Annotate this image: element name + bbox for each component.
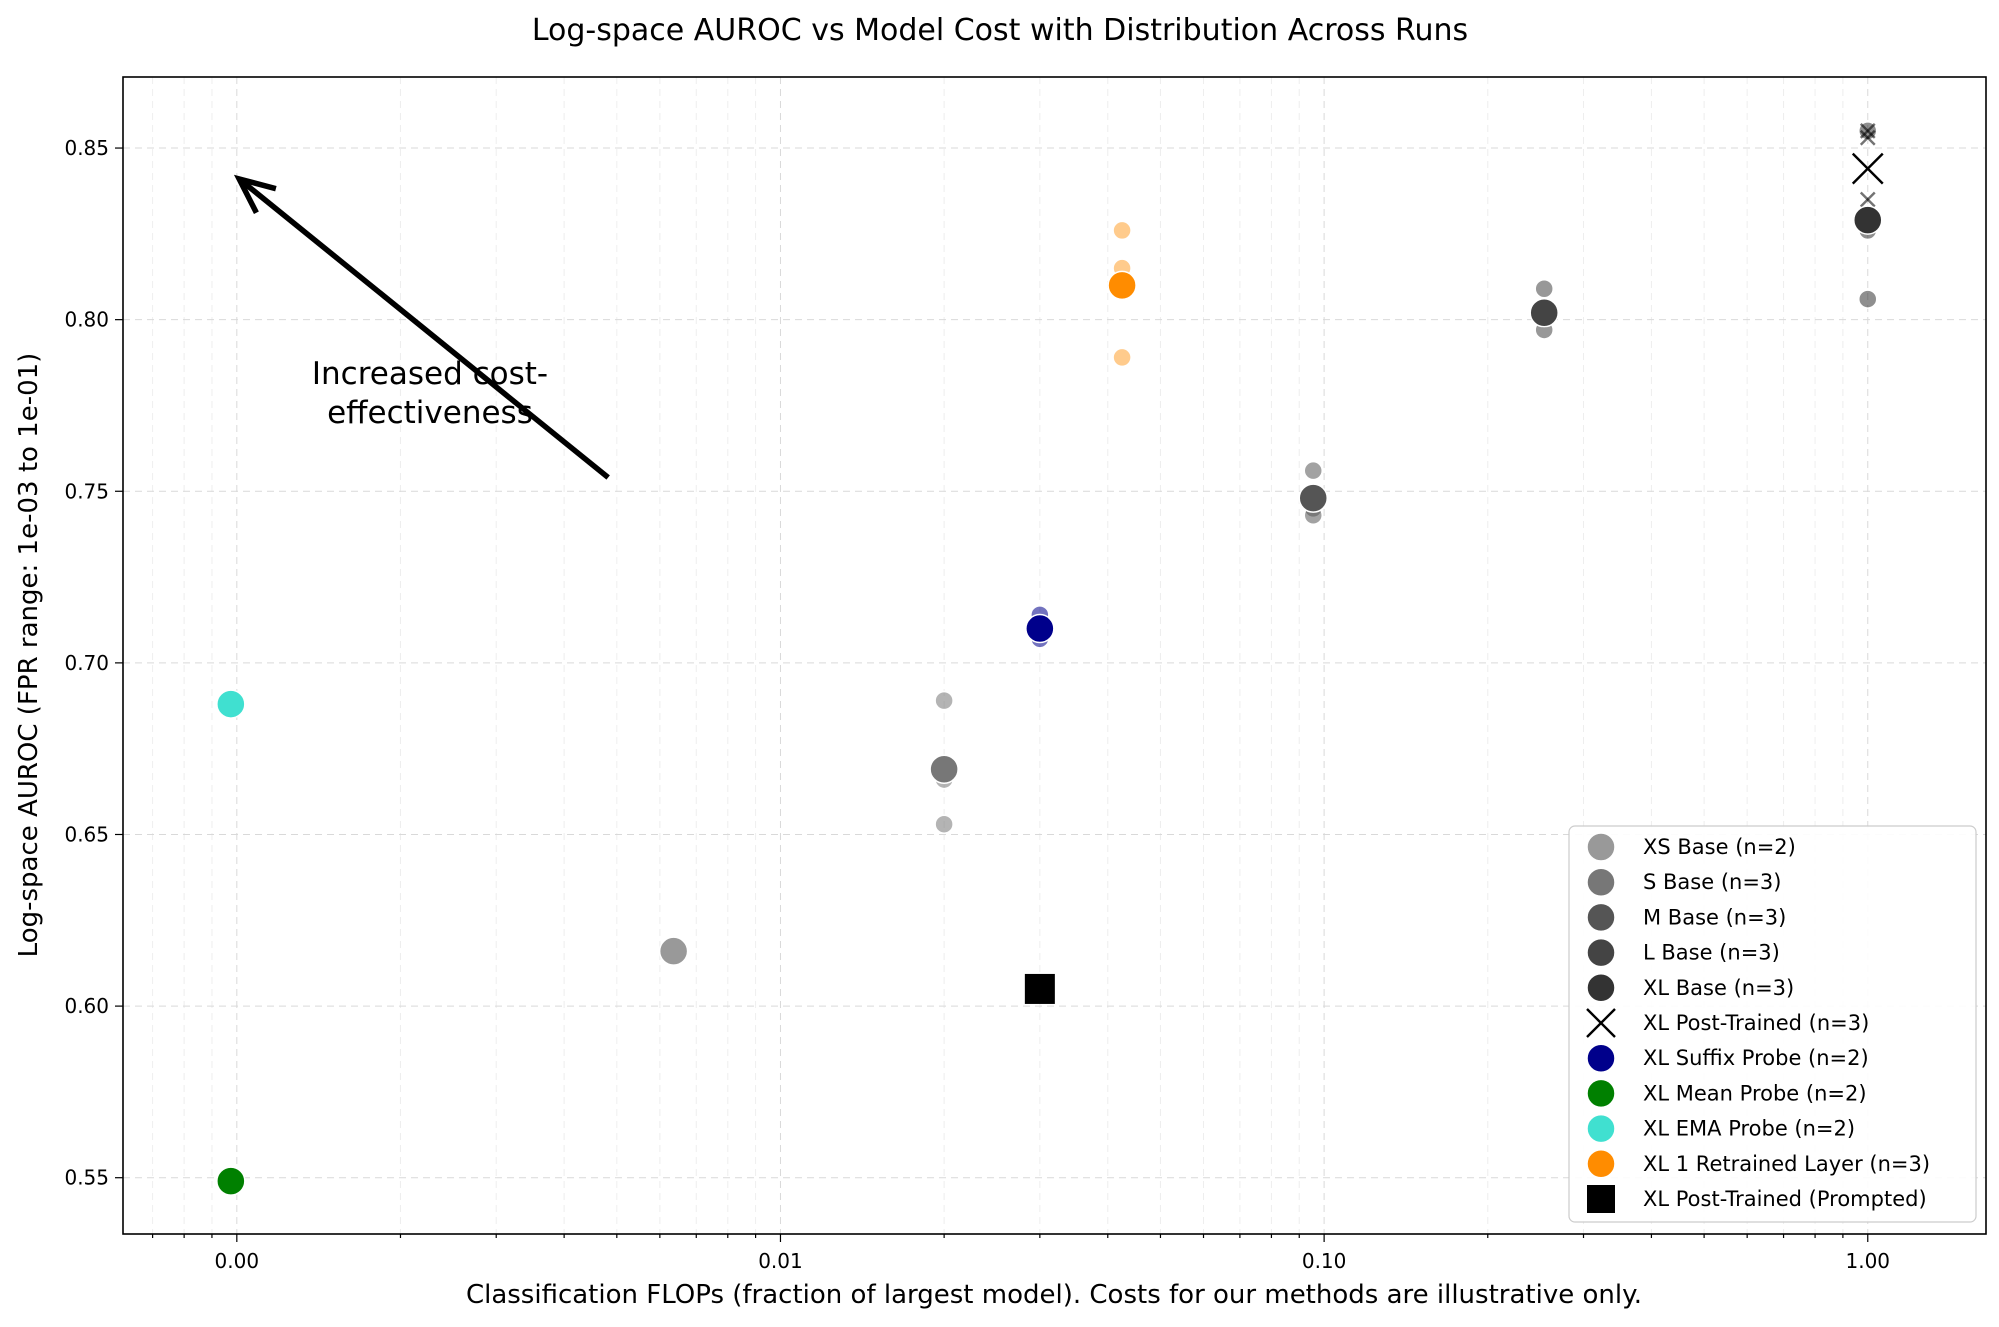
legend-marker: [1586, 832, 1616, 862]
run-point: [1112, 347, 1132, 368]
legend-marker-stroke: [1586, 1008, 1616, 1038]
series-mean-7: [216, 1166, 246, 1196]
x-tick-label: 0.01: [758, 1249, 803, 1273]
run-point: [934, 690, 954, 711]
series-mean-5: [1851, 152, 1884, 185]
run-point: [1859, 123, 1876, 139]
annotation-line-1: Increased cost-: [312, 356, 548, 392]
series-mean-3: [1529, 298, 1559, 328]
y-tick-label: 0.55: [64, 1166, 109, 1190]
chart-title: Log-space AUROC vs Model Cost with Distr…: [532, 13, 1468, 48]
annotation: Increased cost- effectiveness: [233, 174, 610, 480]
y-tick-label: 0.70: [64, 651, 109, 675]
mean-point: [216, 689, 246, 719]
x-axis-label: Classification FLOPs (fraction of larges…: [466, 1280, 1642, 1310]
legend-label: S Base (n=3): [1643, 870, 1781, 894]
mean-point: [216, 1166, 246, 1196]
run-point: [1534, 279, 1554, 299]
series-mean-4: [1853, 205, 1883, 235]
y-tick-label: 0.75: [64, 479, 109, 503]
series-mean-0: [658, 936, 689, 966]
legend-label: XL Suffix Probe (n=2): [1643, 1046, 1869, 1070]
data-points: [216, 121, 1884, 1196]
y-axis-label: Log-space AUROC (FPR range: 1e-03 to 1e-…: [14, 353, 44, 958]
legend-marker: [1587, 1185, 1615, 1213]
legend-marker: [1586, 1113, 1616, 1144]
y-tick-label: 0.60: [64, 994, 109, 1018]
run-point: [1859, 129, 1876, 146]
run-point-stroke: [1859, 191, 1876, 208]
legend-label: XS Base (n=2): [1643, 835, 1796, 859]
mean-point: [1529, 298, 1559, 328]
legend-marker: [1586, 902, 1616, 933]
run-point-stroke: [1859, 123, 1876, 139]
mean-point: [658, 936, 689, 966]
mean-point: [1024, 973, 1055, 1004]
series-5: [1859, 123, 1876, 208]
legend-label: M Base (n=3): [1643, 905, 1786, 929]
series-mean-6: [1025, 613, 1055, 644]
legend-marker: [1586, 1043, 1616, 1073]
x-tick-label: 0.00: [215, 1249, 260, 1273]
legend-frame: [1568, 825, 1977, 1223]
y-tick-label: 0.80: [64, 308, 109, 332]
run-point-stroke: [1859, 129, 1876, 146]
legend: XS Base (n=2) S Base (n=3) M Base (n=3) L B…: [1568, 825, 1977, 1223]
x-tick-label: 0.10: [1302, 1249, 1347, 1273]
cost-effectiveness-arrow-head: [233, 174, 277, 215]
mean-point: [1851, 152, 1884, 185]
series-9: [1112, 220, 1132, 368]
mean-point-stroke: [1851, 152, 1884, 185]
mean-point: [929, 754, 959, 785]
legend-label: L Base (n=3): [1643, 941, 1780, 965]
legend-label: XL Post-Trained (n=3): [1643, 1011, 1869, 1035]
legend-marker: [1586, 1149, 1616, 1179]
run-point: [1858, 289, 1878, 309]
legend-marker: [1586, 1008, 1616, 1038]
series-mean-10: [1024, 973, 1055, 1004]
series-mean-8: [216, 689, 246, 719]
legend-marker: [1586, 867, 1616, 897]
mean-point: [1025, 613, 1055, 644]
legend-marker: [1586, 1078, 1616, 1109]
run-point: [1303, 460, 1323, 481]
mean-point: [1298, 483, 1328, 513]
legend-label: XL 1 Retrained Layer (n=3): [1643, 1152, 1930, 1176]
legend-marker: [1586, 937, 1616, 968]
axis-ticks: 0.00 0.01 0.10 1.00 0.55 0.60 0.65 0.70 0.75 0.80…: [64, 136, 1890, 1273]
run-point: [1859, 191, 1876, 208]
plot-area-frame: [122, 76, 1987, 1235]
legend-marker: [1586, 973, 1616, 1003]
run-point: [1112, 220, 1132, 241]
legend-label: XL Mean Probe (n=2): [1643, 1081, 1867, 1105]
y-tick-label: 0.65: [64, 822, 109, 846]
series-mean-9: [1107, 270, 1137, 301]
mean-point: [1853, 205, 1883, 235]
mean-point: [1107, 270, 1137, 301]
x-tick-label: 1.00: [1845, 1249, 1890, 1273]
series-mean-2: [1298, 483, 1328, 513]
legend-label: XL Post-Trained (Prompted): [1643, 1187, 1927, 1211]
legend-label: XL Base (n=3): [1643, 976, 1794, 1000]
y-tick-label: 0.85: [64, 136, 109, 160]
annotation-line-2: effectiveness: [327, 395, 533, 431]
cost-effectiveness-arrow: [237, 176, 610, 480]
legend-label: XL EMA Probe (n=2): [1643, 1117, 1855, 1141]
run-point: [934, 814, 954, 834]
series-mean-1: [929, 754, 959, 785]
